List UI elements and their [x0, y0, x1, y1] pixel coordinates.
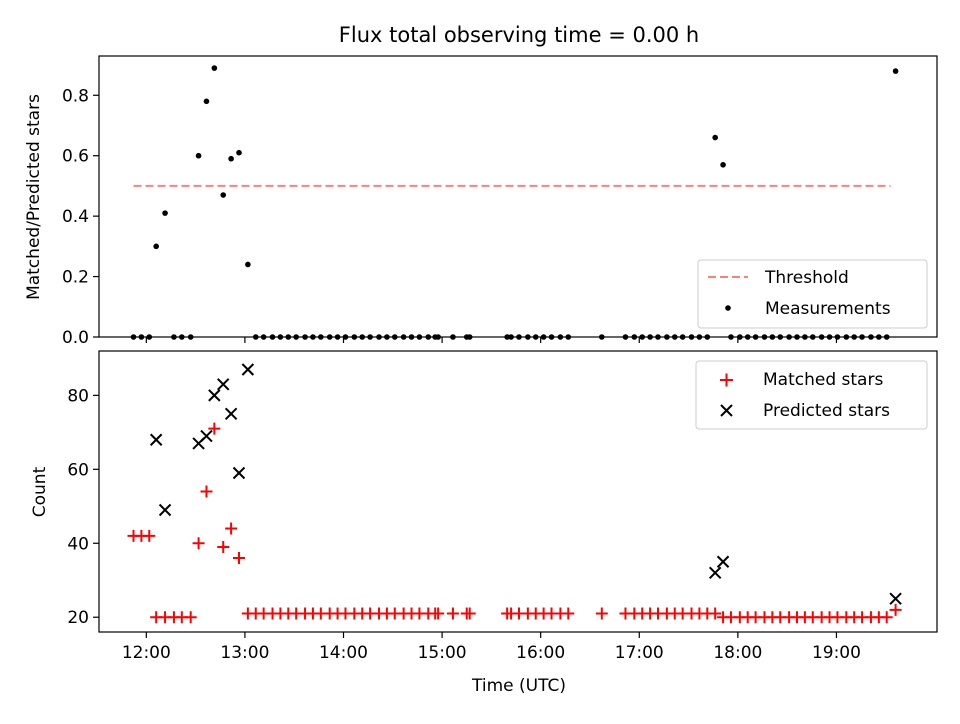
bottom-x-axis-label: Time (UTC): [471, 676, 566, 696]
matched-stars-point: [889, 603, 902, 616]
bottom-legend: Matched stars Predicted stars: [695, 360, 928, 430]
bottom-panel-marks: [127, 363, 902, 624]
matched-stars-point: [208, 422, 221, 435]
top-legend-box: [697, 259, 928, 329]
top-y-tick-label: 0.2: [62, 268, 89, 288]
top-y-tick-label: 0.6: [62, 147, 89, 167]
bottom-legend-box: [695, 360, 928, 430]
measurements-point: [712, 134, 718, 141]
bottom-x-tick-label: 13:00: [220, 643, 269, 663]
measurements-point: [892, 68, 899, 74]
measurements-point: [245, 261, 251, 268]
bottom-y-tick-label: 80: [67, 386, 89, 406]
measurements-point: [220, 192, 227, 198]
top-legend: Threshold Measurements: [697, 259, 928, 329]
top-panel: 0.00.20.40.60.8 Matched/Predicted stars …: [24, 55, 938, 348]
predicted-stars-point: [217, 378, 230, 391]
matched-stars-point: [225, 522, 238, 535]
bottom-y-axis-label: Count: [30, 466, 50, 517]
bottom-x-tick-label: 16:00: [516, 643, 565, 663]
matched-stars-point: [595, 607, 608, 620]
predicted-stars-point: [158, 503, 172, 517]
measurements-point: [162, 210, 168, 216]
legend-threshold-label: Threshold: [764, 268, 849, 288]
predicted-stars-point: [232, 466, 246, 480]
chart-title: Flux total observing time = 0.00 h: [339, 23, 699, 47]
top-plot-frame: [98, 55, 938, 338]
matched-stars-point: [709, 607, 722, 620]
predicted-stars-point: [241, 363, 255, 376]
bottom-x-tick-label: 18:00: [713, 643, 762, 663]
matched-stars-point: [446, 607, 459, 620]
measurements-point: [720, 161, 726, 168]
matched-stars-point: [562, 607, 575, 620]
bottom-x-tick-label: 14:00: [319, 643, 368, 663]
top-y-tick-label: 0.4: [62, 207, 89, 227]
measurements-point: [236, 149, 242, 156]
measurements-point: [195, 152, 202, 159]
bottom-y-tick-label: 40: [67, 534, 89, 554]
legend-measurements-swatch: [725, 305, 731, 311]
predicted-stars-point: [224, 407, 238, 421]
bottom-x-tick-label: 15:00: [418, 643, 467, 663]
bottom-y-axis-ticks: 20 40 60 80: [67, 386, 99, 628]
top-y-axis-ticks: 0.0 0.2 0.4 0.6 0.8: [62, 86, 99, 348]
predicted-stars-point: [208, 389, 221, 402]
legend-matched-swatch: [720, 373, 733, 387]
matched-stars-point: [880, 611, 893, 624]
bottom-x-tick-label: 12:00: [122, 643, 171, 663]
top-y-tick-label: 0.8: [62, 86, 89, 106]
legend-measurements-label: Measurements: [765, 299, 891, 319]
bottom-y-tick-label: 20: [67, 608, 89, 628]
legend-predicted-label: Predicted stars: [763, 401, 890, 421]
predicted-stars-point: [708, 566, 722, 580]
measurements-point: [228, 155, 234, 162]
bottom-x-tick-label: 17:00: [615, 643, 664, 663]
matched-stars-point: [192, 537, 205, 550]
matched-stars-point: [143, 529, 156, 542]
matched-stars-point: [184, 611, 197, 624]
top-y-axis-label: Matched/Predicted stars: [24, 94, 44, 300]
bottom-plot-frame: [98, 350, 938, 633]
top-x-axis-ticks: [145, 337, 838, 343]
top-y-tick-label: 0.0: [62, 328, 89, 348]
measurements-point: [203, 98, 210, 105]
legend-predicted-swatch: [720, 404, 733, 417]
matched-stars-point: [432, 607, 445, 620]
bottom-x-tick-label: 19:00: [812, 643, 861, 663]
top-panel-marks: [130, 65, 899, 340]
measurements-point: [153, 243, 159, 250]
matched-stars-point: [463, 607, 476, 620]
legend-matched-label: Matched stars: [763, 370, 883, 390]
matched-stars-point: [232, 552, 245, 565]
matched-stars-point: [217, 540, 230, 553]
predicted-stars-point: [716, 555, 730, 568]
predicted-stars-point: [149, 433, 163, 446]
measurements-point: [211, 65, 218, 71]
predicted-stars-point: [200, 429, 213, 443]
predicted-stars-point: [889, 592, 902, 605]
bottom-y-tick-label: 60: [67, 460, 89, 480]
matched-stars-point: [200, 485, 213, 498]
bottom-x-axis-ticks: 12:00 13:00 14:00 15:00 16:00 17:00 18:00 19:00: [122, 632, 861, 663]
